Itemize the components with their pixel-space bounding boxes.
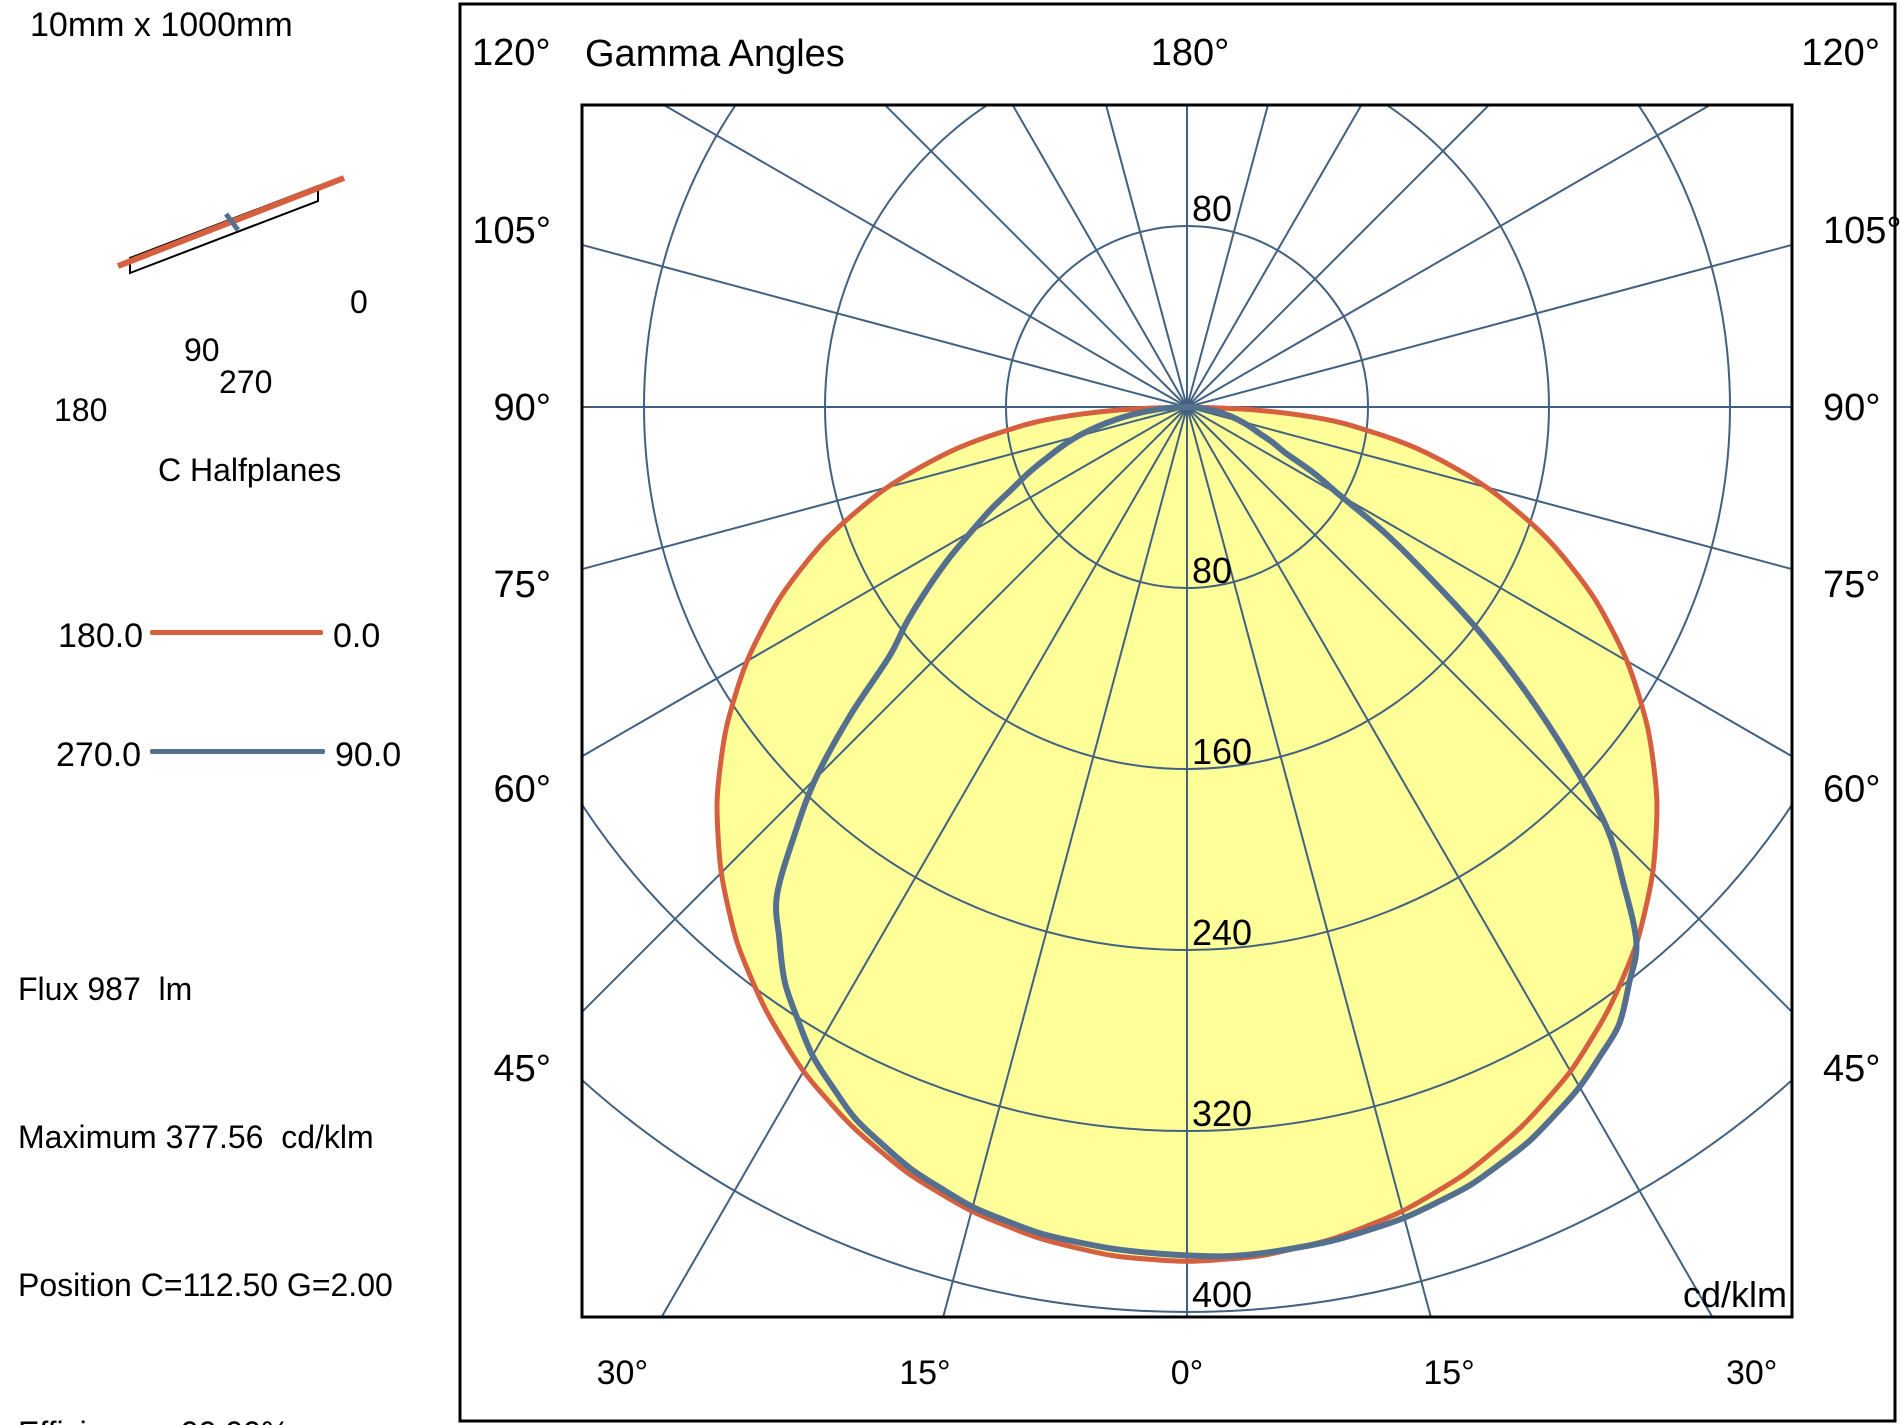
gamma-radial-line <box>1186 105 1713 408</box>
diagram-label-c0: 0 <box>350 284 368 320</box>
luminaire-size-title: 10mm x 1000mm <box>30 6 293 44</box>
gamma-radial-line <box>1186 105 1491 408</box>
gamma-radial-line <box>1105 105 1188 408</box>
maximum-line: Maximum 377.56 cd/klm <box>18 1119 374 1156</box>
gamma-radial-line <box>1186 105 1269 408</box>
intensity-ring <box>1005 225 1369 589</box>
gamma-radial-line <box>660 406 1188 1317</box>
gamma-radial-line <box>1186 406 1432 1317</box>
c-halfplanes-heading: C Halfplanes <box>158 452 342 488</box>
position-line: Position C=112.50 G=2.00 <box>18 1267 393 1304</box>
gamma-label-right: 105° <box>1823 210 1900 252</box>
gamma-label-corner-right: 120° <box>1801 32 1880 74</box>
c90-c270-axis-icon <box>224 212 240 232</box>
gamma-radial-line <box>582 406 1188 1014</box>
gamma-label-top: 180° <box>1151 32 1230 74</box>
gamma-radial-line <box>661 105 1188 408</box>
gamma-label-bottom: 30° <box>597 1354 648 1392</box>
gamma-radial-line <box>942 406 1188 1317</box>
unit-label: cd/klm <box>1683 1274 1787 1315</box>
gamma-label-bottom: 15° <box>1423 1354 1474 1392</box>
gamma-label-left: 60° <box>494 769 551 811</box>
gamma-label-left: 105° <box>472 210 551 252</box>
ring-label: 320 <box>1192 1093 1252 1134</box>
gamma-radial-line <box>1186 406 1792 571</box>
legend-label-c270: 270.0 <box>56 736 142 774</box>
gamma-radial-line <box>1186 406 1714 1317</box>
legend-label-c90: 90.0 <box>335 736 402 774</box>
ring-label: 400 <box>1192 1274 1252 1315</box>
curve-c90-c270 <box>773 404 1640 1260</box>
intensity-ring <box>824 105 1550 770</box>
gamma-label-bottom: 30° <box>1726 1354 1777 1392</box>
gamma-label-bottom: 0° <box>1171 1354 1204 1392</box>
gamma-radial-line <box>1186 406 1792 1014</box>
gamma-label-right: 60° <box>1823 769 1880 811</box>
chart-outer-frame <box>458 2 1897 1423</box>
gamma-radial-line <box>1186 105 1363 408</box>
diagram-label-c90: 90 <box>184 332 220 368</box>
ring-label-upper: 80 <box>1192 188 1232 229</box>
gamma-label-left: 45° <box>494 1048 551 1090</box>
curve-c0-c180 <box>714 404 1660 1264</box>
legend-label-c0: 0.0 <box>333 617 381 655</box>
gamma-radial-line <box>883 105 1188 408</box>
intensity-ring <box>582 1078 1792 1313</box>
gamma-radial-line <box>1011 105 1188 408</box>
gamma-label-right: 90° <box>1823 387 1880 429</box>
gamma-radial-line <box>1186 406 1792 758</box>
ring-label: 80 <box>1192 550 1232 591</box>
gamma-label-left: 75° <box>494 564 551 606</box>
gamma-radial-line <box>1186 243 1792 408</box>
diagram-label-c180: 180 <box>54 392 108 428</box>
gamma-radial-line <box>582 406 1188 571</box>
legend-line-c0-c180 <box>150 630 323 635</box>
chart-title: Gamma Angles <box>585 33 845 75</box>
ring-label: 240 <box>1192 912 1252 953</box>
gamma-label-right: 45° <box>1823 1048 1880 1090</box>
efficiency-line: Efficiency: 99.99% <box>18 1409 393 1425</box>
gamma-label-corner-left: 120° <box>472 32 551 74</box>
gamma-radial-line <box>582 406 1188 758</box>
gamma-radial-line <box>582 243 1188 408</box>
luminaire-orientation-diagram: 0 90 270 180 <box>0 140 420 428</box>
intensity-ring <box>582 802 1792 1132</box>
legend-label-c180: 180.0 <box>58 617 144 655</box>
photometric-info-block: Flux 987 lm Maximum 377.56 cd/klm Positi… <box>18 866 393 1425</box>
gamma-label-bottom: 15° <box>899 1354 950 1392</box>
chart-inner-box <box>580 103 1794 1319</box>
flux-line: Flux 987 lm <box>18 970 193 1007</box>
legend-line-c90-c270 <box>150 749 325 754</box>
ring-label: 160 <box>1192 731 1252 772</box>
gamma-label-left: 90° <box>494 387 551 429</box>
diagram-label-c270: 270 <box>219 364 273 400</box>
gamma-label-right: 75° <box>1823 564 1880 606</box>
intensity-ring <box>643 105 1731 951</box>
